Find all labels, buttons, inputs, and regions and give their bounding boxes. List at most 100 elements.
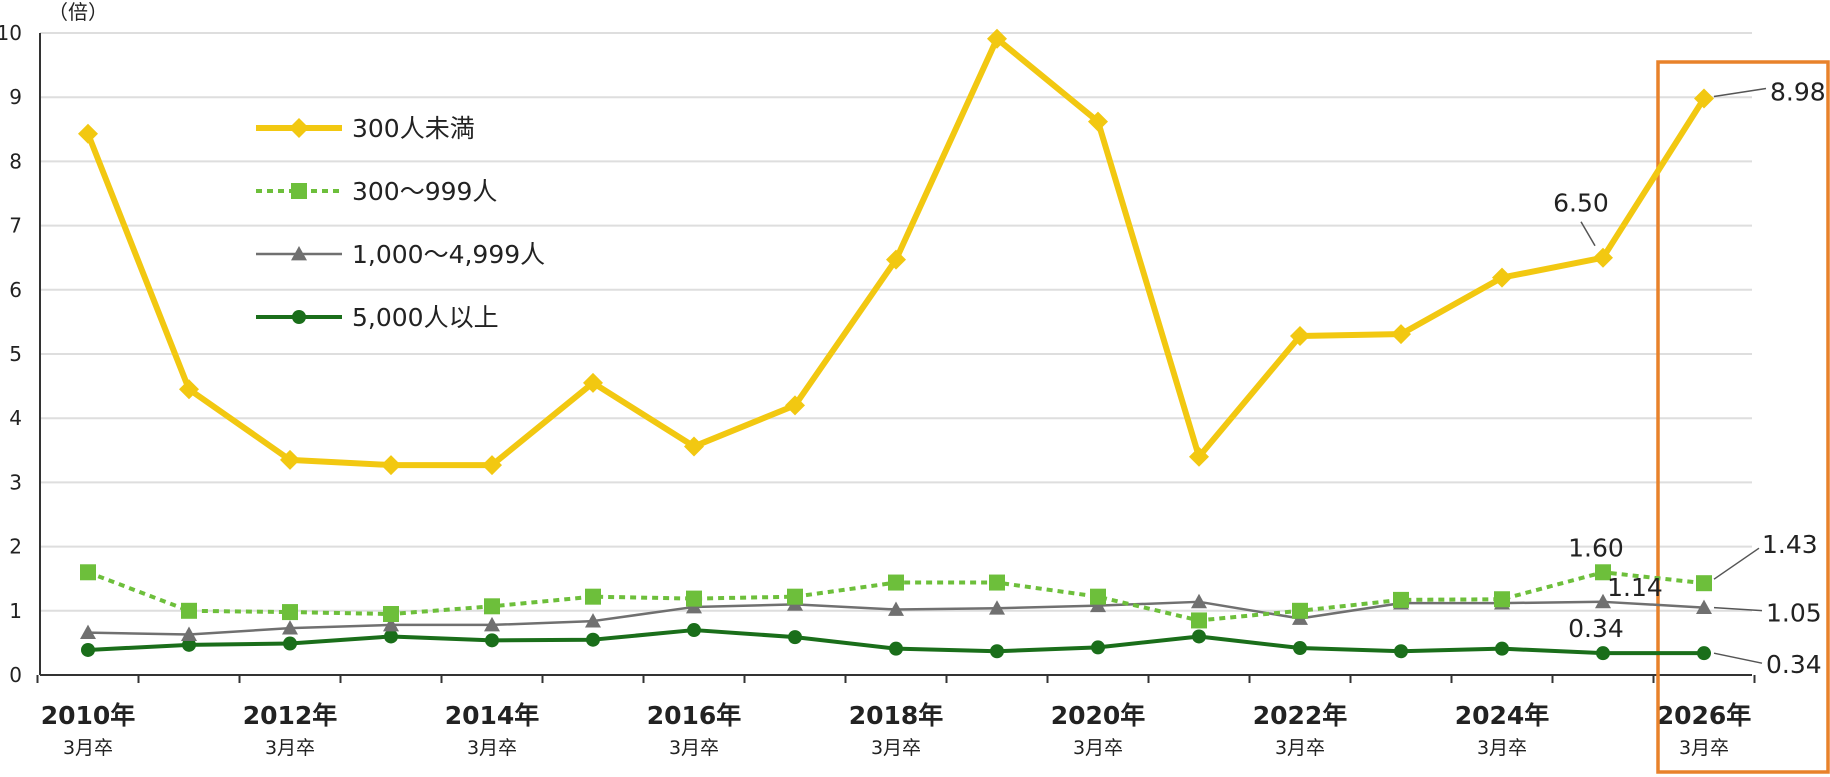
data-point — [788, 630, 802, 645]
data-point — [1090, 597, 1106, 613]
data-point — [1394, 644, 1408, 659]
data-label: 0.34 — [1766, 650, 1822, 679]
data-point — [283, 636, 297, 651]
x-tick-label: 2018年 — [849, 701, 944, 730]
data-point — [1595, 593, 1611, 609]
data-point — [1596, 646, 1610, 661]
data-point — [889, 641, 903, 656]
data-point — [1495, 641, 1509, 656]
data-point — [282, 620, 298, 635]
legend-label-3: 5,000人以上 — [352, 303, 499, 332]
x-tick-label: 2024年 — [1455, 701, 1550, 730]
data-point — [1391, 324, 1411, 345]
data-point — [1593, 247, 1613, 268]
y-tick-label: 7 — [9, 214, 22, 238]
data-point — [1189, 446, 1209, 467]
data-point — [280, 449, 300, 470]
leader-line — [1713, 547, 1760, 580]
data-point — [182, 637, 196, 652]
data-point — [1191, 593, 1207, 609]
legend-label-0: 300人未満 — [352, 114, 475, 143]
y-tick-label: 5 — [9, 342, 22, 366]
x-tick-sublabel: 3月卒 — [63, 737, 113, 759]
x-tick-sublabel: 3月卒 — [1679, 737, 1729, 759]
x-tick-sublabel: 3月卒 — [1477, 737, 1527, 759]
data-point — [1091, 640, 1105, 655]
data-point — [585, 588, 601, 605]
data-point — [686, 590, 702, 607]
x-tick-label: 2016年 — [647, 701, 742, 730]
data-point — [1697, 646, 1711, 661]
data-point — [484, 598, 500, 615]
series-lines — [78, 28, 1714, 661]
data-point — [78, 123, 98, 144]
data-point — [282, 604, 298, 621]
x-tick-label: 2020年 — [1051, 701, 1146, 730]
y-tick-label: 4 — [9, 406, 22, 430]
data-annotations: 6.50 8.98 1.60 1.43 1.14 1.05 0.34 0.34 — [1553, 77, 1826, 679]
data-point — [886, 249, 906, 270]
legend-label-1: 300～999人 — [352, 177, 497, 206]
data-point — [987, 28, 1007, 49]
highlight-box — [1656, 60, 1830, 774]
y-tick-label: 1 — [9, 599, 22, 623]
data-point — [1192, 629, 1206, 644]
y-tick-label: 0 — [9, 663, 22, 687]
grid-lines — [40, 32, 1752, 612]
legend-label-2: 1,000～4,999人 — [352, 240, 545, 269]
data-point — [989, 600, 1005, 615]
x-tick-sublabel: 3月卒 — [265, 737, 315, 759]
x-tick-sublabel: 3月卒 — [1073, 737, 1123, 759]
y-tick-label: 6 — [9, 278, 22, 302]
legend-marker-0 — [289, 118, 309, 138]
data-point — [482, 455, 502, 476]
data-point — [1191, 612, 1207, 629]
data-point — [181, 602, 197, 619]
leader-line — [1713, 652, 1763, 664]
data-point — [888, 574, 904, 591]
data-point — [787, 588, 803, 605]
data-point — [179, 379, 199, 400]
data-point — [81, 642, 95, 657]
data-point — [384, 629, 398, 644]
x-tick-label: 2010年 — [41, 701, 136, 730]
data-label: 0.34 — [1568, 614, 1624, 643]
data-label: 1.60 — [1568, 533, 1624, 562]
highlight-2026 — [1656, 60, 1830, 774]
data-point — [785, 395, 805, 416]
data-point — [1088, 111, 1108, 132]
data-point — [383, 616, 399, 632]
y-tick-label: 10 — [0, 21, 22, 45]
x-tick-sublabel: 3月卒 — [467, 737, 517, 759]
data-point — [583, 372, 603, 393]
data-point — [989, 574, 1005, 591]
data-point — [1292, 602, 1308, 619]
data-point — [1090, 588, 1106, 605]
data-point — [80, 564, 96, 581]
data-point — [80, 624, 96, 640]
data-point — [586, 632, 600, 647]
data-point — [687, 623, 701, 638]
y-tick-label: 3 — [9, 470, 22, 494]
y-tick-label: 8 — [9, 149, 22, 173]
data-point — [1696, 599, 1712, 614]
data-point — [1290, 326, 1310, 347]
data-point — [585, 613, 601, 628]
legend-marker-3 — [292, 310, 306, 324]
axes: 0 1 2 3 4 5 6 7 8 9 10 （倍） 2010年 3月卒 2012年 3月卒 2014年 3月卒 2… — [0, 0, 1756, 759]
data-label: 1.14 — [1607, 573, 1663, 602]
data-point — [1293, 641, 1307, 656]
y-tick-label: 9 — [9, 85, 22, 109]
x-tick-label: 2014年 — [445, 701, 540, 730]
data-point — [485, 633, 499, 648]
data-point — [1494, 591, 1510, 608]
x-tick-label: 2012年 — [243, 701, 338, 730]
data-point — [684, 436, 704, 457]
data-label: 1.43 — [1762, 530, 1818, 559]
data-label: 1.05 — [1766, 599, 1822, 628]
leader-line — [1713, 87, 1767, 98]
y-unit-label: （倍） — [48, 0, 108, 24]
data-point — [1694, 88, 1714, 109]
data-point — [381, 455, 401, 476]
